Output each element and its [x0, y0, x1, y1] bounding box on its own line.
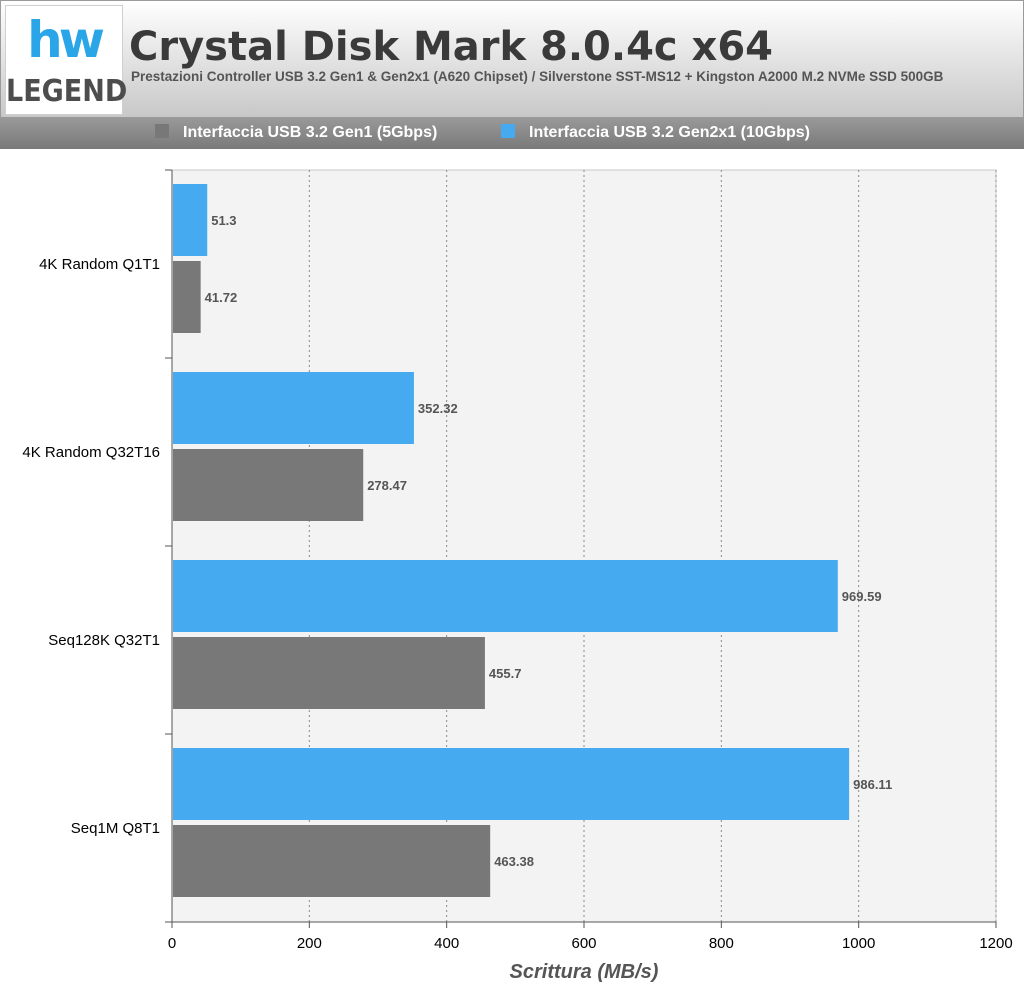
bar-gen1 — [173, 637, 485, 709]
logo: hw LEGEND — [5, 5, 128, 115]
x-tick-label: 1200 — [979, 935, 1012, 952]
bars — [173, 184, 850, 897]
legend-swatch-gen2 — [501, 124, 515, 138]
bar-gen1 — [173, 449, 364, 521]
x-axis-title: Scrittura (MB/s) — [510, 961, 659, 983]
data-label: 41.72 — [205, 290, 238, 305]
data-label: 278.47 — [367, 478, 407, 493]
bar-chart: 0 200 400 600 800 1000 1200 4K Random Q1T1 51.3 4… — [22, 169, 1013, 983]
labels: 0 200 400 600 800 1000 1200 4K Random Q1T1 51.3 4… — [22, 213, 1012, 952]
legend: Interfaccia USB 3.2 Gen1 (5Gbps) Interfa… — [0, 117, 1024, 149]
x-tick-label: 400 — [434, 935, 459, 952]
legend-item-gen1: Interfaccia USB 3.2 Gen1 (5Gbps) — [155, 123, 437, 143]
legend-label-gen1: Interfaccia USB 3.2 Gen1 (5Gbps) — [183, 124, 438, 141]
x-tick-label: 800 — [709, 935, 734, 952]
legend-item-gen2: Interfaccia USB 3.2 Gen2x1 (10Gbps) — [501, 123, 810, 143]
data-label: 463.38 — [494, 854, 534, 869]
logo-mark: hw — [27, 11, 105, 69]
logo-wordmark: LEGEND — [6, 74, 128, 109]
bar-gen1 — [173, 825, 491, 897]
bar-gen2 — [173, 184, 208, 256]
legend-label-gen2: Interfaccia USB 3.2 Gen2x1 (10Gbps) — [529, 124, 810, 141]
chart-header: hw LEGEND Crystal Disk Mark 8.0.4c x64 P… — [0, 0, 1024, 118]
bar-gen2 — [173, 748, 850, 820]
x-tick-label: 600 — [571, 935, 596, 952]
x-tick-label: 0 — [168, 935, 176, 952]
chart-subtitle: Prestazioni Controller USB 3.2 Gen1 & Ge… — [131, 69, 944, 84]
data-label: 51.3 — [211, 213, 236, 228]
legend-swatch-gen1 — [155, 124, 169, 138]
data-label: 986.11 — [853, 777, 892, 792]
x-tick-label: 200 — [297, 935, 322, 952]
data-label: 455.7 — [489, 666, 522, 681]
bar-gen2 — [173, 372, 414, 444]
bar-gen2 — [173, 560, 838, 632]
axes — [165, 169, 997, 928]
category-label: 4K Random Q32T16 — [22, 444, 160, 461]
category-label: 4K Random Q1T1 — [39, 256, 160, 273]
chart-title: Crystal Disk Mark 8.0.4c x64 — [129, 24, 774, 70]
category-label: Seq1M Q8T1 — [71, 820, 160, 837]
category-label: Seq128K Q32T1 — [48, 632, 160, 649]
x-tick-label: 1000 — [842, 935, 875, 952]
bar-gen1 — [173, 261, 201, 333]
data-label: 969.59 — [842, 589, 882, 604]
data-label: 352.32 — [418, 401, 458, 416]
